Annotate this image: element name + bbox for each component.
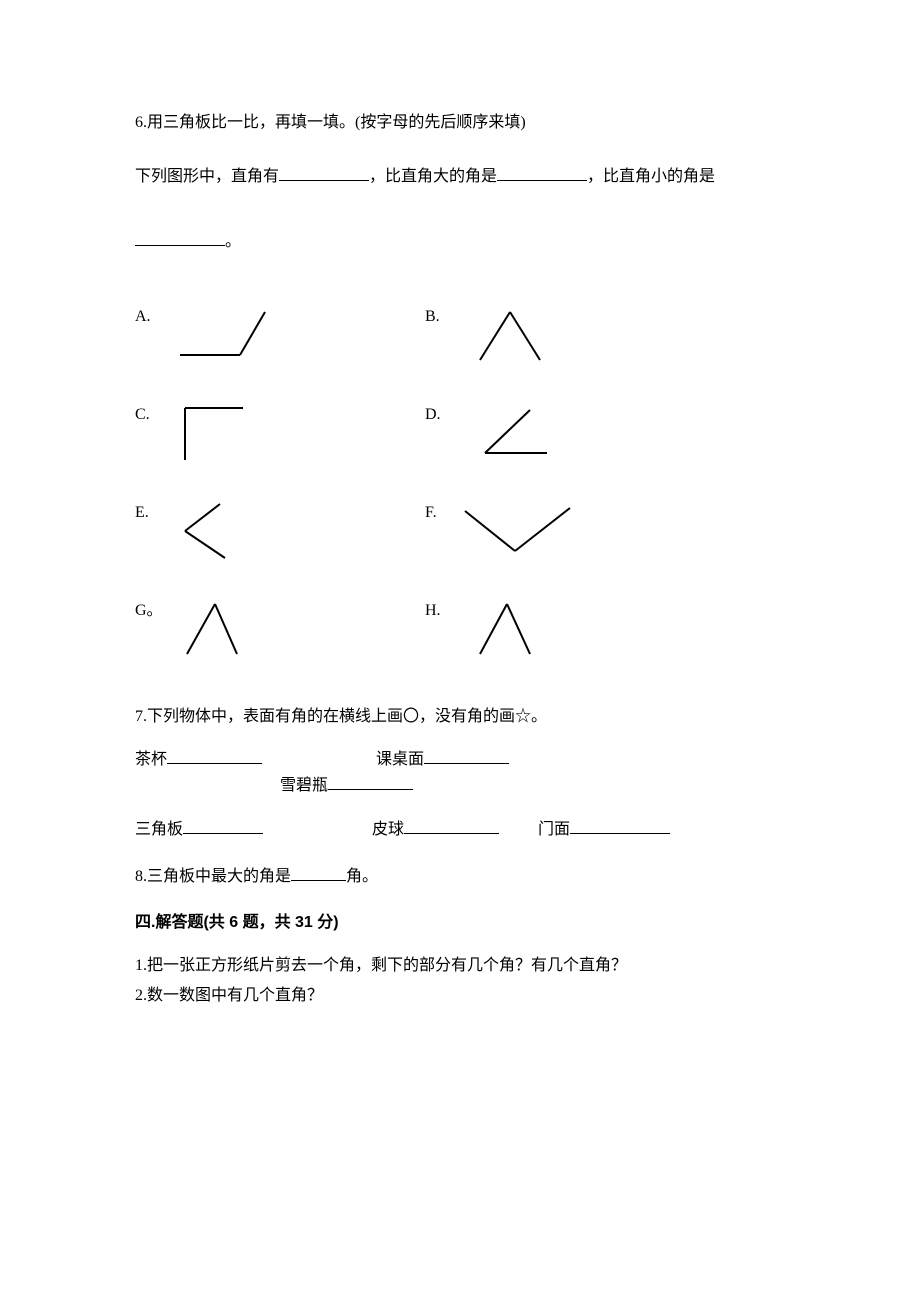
q7-item-ball: 皮球 bbox=[372, 817, 499, 843]
q7-label-teacup: 茶杯 bbox=[135, 751, 167, 768]
q6-blank-obtuse[interactable] bbox=[497, 164, 587, 181]
q7-blank-teacup[interactable] bbox=[167, 747, 262, 764]
q7-prompt: 7.下列物体中，表面有角的在横线上画〇，没有角的画☆。 bbox=[135, 704, 785, 730]
q6-blank-right-angle[interactable] bbox=[279, 164, 369, 181]
q6-label-G: G。 bbox=[135, 594, 165, 624]
q8: 8.三角板中最大的角是 角。 bbox=[135, 864, 785, 890]
q6-angle-G-svg bbox=[165, 594, 285, 664]
q6-row-GH: G。 H. bbox=[135, 594, 785, 664]
q6-label-H: H. bbox=[425, 594, 455, 624]
q8-text-a: 8.三角板中最大的角是 bbox=[135, 868, 291, 885]
q6-angle-B-svg bbox=[455, 300, 575, 370]
q6-option-D: D. bbox=[425, 398, 715, 468]
q6-label-E: E. bbox=[135, 496, 165, 526]
q6-option-A: A. bbox=[135, 300, 425, 370]
q6-angle-C-svg bbox=[165, 398, 285, 468]
q6-row-CD: C. D. bbox=[135, 398, 785, 468]
q6-option-E: E. bbox=[135, 496, 425, 566]
q6-option-H: H. bbox=[425, 594, 715, 664]
q7-blank-desk[interactable] bbox=[424, 747, 509, 764]
q7-label-ball: 皮球 bbox=[372, 821, 404, 838]
section4-header: 四.解答题(共 6 题，共 31 分) bbox=[135, 910, 785, 936]
q7-blank-triangle-ruler[interactable] bbox=[183, 817, 263, 834]
section4-q1: 1.把一张正方形纸片剪去一个角，剩下的部分有几个角？有几个直角？ bbox=[135, 953, 785, 979]
q7-label-bottle: 雪碧瓶 bbox=[280, 777, 328, 794]
q6-label-A: A. bbox=[135, 300, 165, 330]
q6-angle-D-svg bbox=[455, 398, 575, 468]
q6-prompt-line1: 6.用三角板比一比，再填一填。(按字母的先后顺序来填) bbox=[135, 110, 785, 136]
q6-prompt-line2: 下列图形中，直角有 ，比直角大的角是 ，比直角小的角是 bbox=[135, 164, 785, 190]
q6-text-b: ，比直角大的角是 bbox=[369, 168, 497, 185]
q7-blank-bottle[interactable] bbox=[328, 773, 413, 790]
q7-item-triangle-ruler: 三角板 bbox=[135, 817, 263, 843]
q6-blank-acute[interactable] bbox=[135, 229, 225, 246]
q6-angle-H-svg bbox=[455, 594, 575, 664]
q7-label-door: 门面 bbox=[538, 821, 570, 838]
q7-item-teacup: 茶杯 bbox=[135, 747, 262, 773]
q6-angle-E-svg bbox=[165, 496, 285, 566]
q6-options-grid: A. B. C. D. E. F. bbox=[135, 300, 785, 664]
q7-item-bottle: 雪碧瓶 bbox=[280, 773, 413, 799]
q7-label-triangle-ruler: 三角板 bbox=[135, 821, 183, 838]
worksheet-page: 6.用三角板比一比，再填一填。(按字母的先后顺序来填) 下列图形中，直角有 ，比直… bbox=[0, 0, 920, 1302]
q8-text-b: 角。 bbox=[346, 868, 378, 885]
q6-row-AB: A. B. bbox=[135, 300, 785, 370]
q8-blank[interactable] bbox=[291, 864, 346, 881]
q6-angle-F-svg bbox=[455, 496, 575, 566]
q6-prompt-line3: 。 bbox=[135, 229, 785, 255]
q6-angle-A-svg bbox=[165, 300, 285, 370]
q7-item-desk: 课桌面 bbox=[376, 747, 509, 773]
q6-text-a: 下列图形中，直角有 bbox=[135, 168, 279, 185]
q6-label-C: C. bbox=[135, 398, 165, 428]
q7-row2: 三角板 皮球 门面 bbox=[135, 817, 785, 843]
q6-option-F: F. bbox=[425, 496, 715, 566]
q6-row-EF: E. F. bbox=[135, 496, 785, 566]
q6-label-F: F. bbox=[425, 496, 455, 526]
q6-option-B: B. bbox=[425, 300, 715, 370]
q6-option-C: C. bbox=[135, 398, 425, 468]
q7-label-desk: 课桌面 bbox=[376, 751, 424, 768]
q7-blank-door[interactable] bbox=[570, 817, 670, 834]
q6-text-end: 。 bbox=[225, 233, 241, 250]
q6-label-D: D. bbox=[425, 398, 455, 428]
q6-label-B: B. bbox=[425, 300, 455, 330]
q6-option-G: G。 bbox=[135, 594, 425, 664]
q6-text-c: ，比直角小的角是 bbox=[587, 168, 715, 185]
q7-row1: 茶杯 课桌面 雪碧瓶 bbox=[135, 747, 785, 798]
q7-blank-ball[interactable] bbox=[404, 817, 499, 834]
q7-item-door: 门面 bbox=[538, 817, 670, 843]
section4-q2: 2.数一数图中有几个直角？ bbox=[135, 983, 785, 1009]
